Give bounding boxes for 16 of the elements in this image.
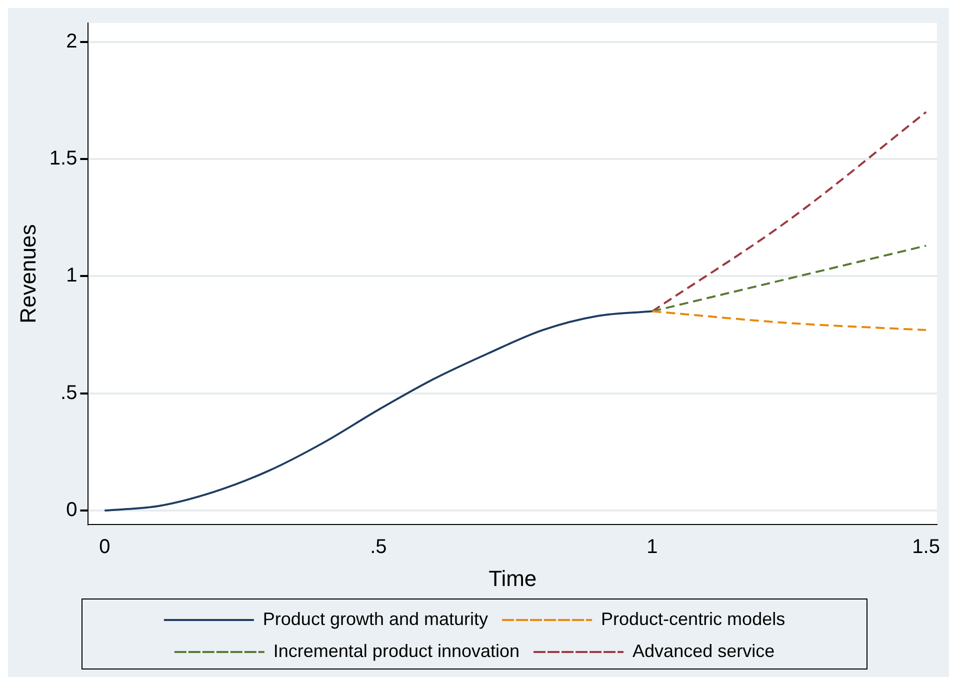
y-axis-title: Revenues xyxy=(15,224,40,324)
x-tick-label: 0 xyxy=(99,536,110,558)
y-tick-label: 1 xyxy=(66,264,78,287)
x-tick-label: .5 xyxy=(370,536,387,558)
y-tick-label: 0 xyxy=(66,499,78,522)
x-axis-title: Time xyxy=(488,566,537,591)
x-tick-label: 1.5 xyxy=(912,536,940,558)
x-tick-label: 1 xyxy=(646,536,658,558)
legend-label: Product-centric models xyxy=(601,608,786,629)
legend-label: Product growth and maturity xyxy=(262,608,488,629)
y-tick-label: .5 xyxy=(60,382,78,404)
legend-label: Incremental product innovation xyxy=(273,640,520,661)
y-tick-label: 1.5 xyxy=(49,147,78,170)
y-tick-label: 2 xyxy=(66,30,78,52)
line-series xyxy=(104,310,654,512)
legend-label: Advanced service xyxy=(632,640,775,661)
